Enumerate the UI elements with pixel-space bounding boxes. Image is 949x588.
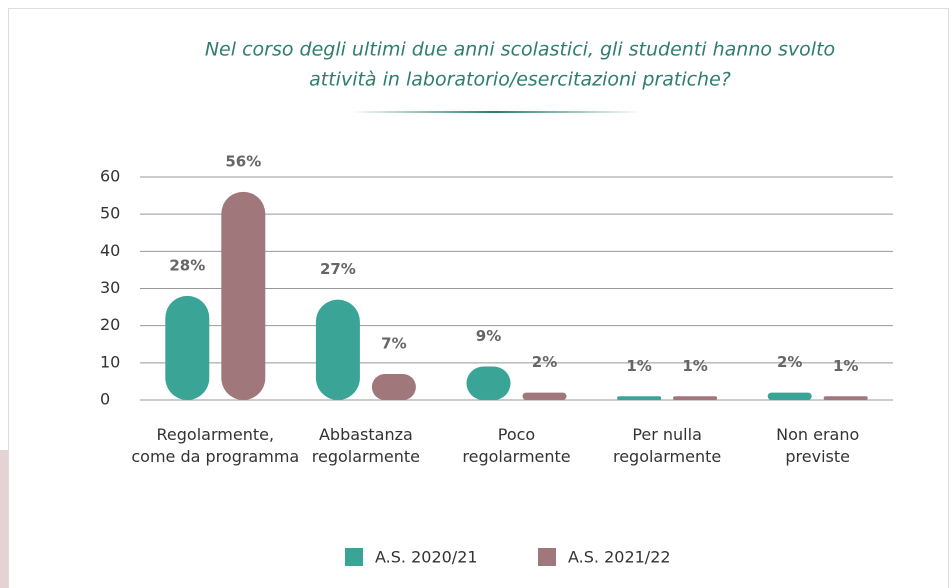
value-label: 27% (320, 260, 356, 278)
y-tick-label: 50 (100, 204, 120, 223)
title-divider (350, 111, 640, 113)
chart-title: attività in laboratorio/esercitazioni pr… (309, 69, 731, 91)
legend-label: A.S. 2020/21 (375, 548, 478, 567)
frame (8, 8, 949, 588)
y-tick-label: 30 (100, 278, 120, 297)
x-tick-label: Per nulla regolarmente (613, 425, 721, 466)
y-tick-label: 10 (100, 352, 120, 371)
y-tick-label: 0 (100, 390, 110, 409)
legend-swatch (538, 548, 556, 566)
value-label: 1% (682, 357, 707, 375)
value-label: 2% (777, 353, 802, 371)
bar (673, 396, 718, 400)
x-tick-label: Non erano previste (776, 425, 859, 466)
bar (767, 392, 812, 400)
x-tick-label: Abbastanza regolarmente (312, 425, 420, 466)
x-tick-label: Poco regolarmente (462, 425, 570, 466)
bar (823, 396, 868, 400)
bar (315, 299, 360, 400)
value-label: 2% (532, 353, 557, 371)
side-strip (0, 450, 8, 588)
value-label: 1% (626, 357, 651, 375)
value-label: 28% (169, 256, 205, 274)
bar (466, 366, 511, 400)
value-label: 1% (833, 357, 858, 375)
value-label: 9% (476, 327, 501, 345)
y-tick-label: 60 (100, 167, 120, 186)
bar (221, 191, 266, 400)
y-tick-label: 40 (100, 241, 120, 260)
legend-swatch (345, 548, 363, 566)
bar (165, 295, 210, 400)
bar (522, 392, 567, 400)
y-tick-label: 20 (100, 315, 120, 334)
value-label: 56% (225, 152, 261, 170)
legend-label: A.S. 2021/22 (568, 548, 671, 567)
x-tick-label: Regolarmente, come da programma (131, 425, 299, 466)
bar (371, 373, 416, 400)
bar (617, 396, 662, 400)
chart-title: Nel corso degli ultimi due anni scolasti… (205, 39, 835, 61)
value-label: 7% (381, 334, 406, 352)
